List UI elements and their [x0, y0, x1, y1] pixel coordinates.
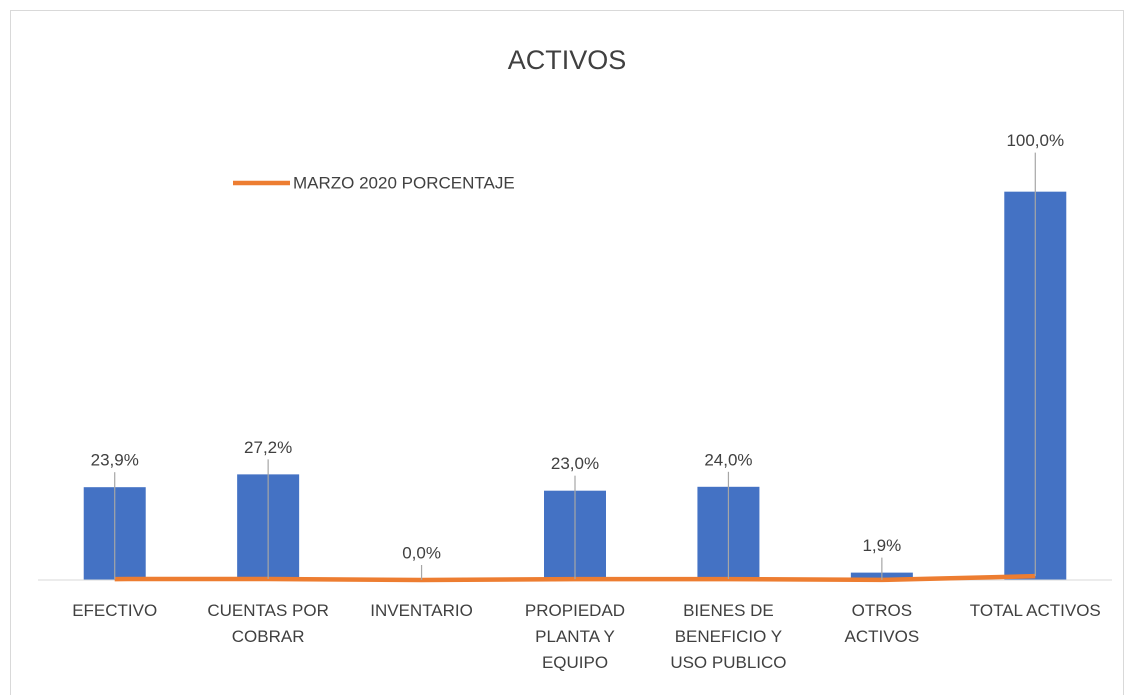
x-tick-label: INVENTARIO	[370, 601, 473, 620]
chart-border	[10, 10, 1124, 695]
data-label: 100,0%	[1006, 131, 1064, 150]
x-tick-label: PROPIEDAD PLANTA Y EQUIPO	[524, 601, 626, 672]
data-label: 1,9%	[862, 536, 901, 555]
legend-label: MARZO 2020 PORCENTAJE	[293, 173, 515, 192]
data-label: 24,0%	[704, 450, 752, 469]
data-label: 23,0%	[551, 454, 599, 473]
chart-title: ACTIVOS	[508, 45, 627, 75]
x-tick-label: CUENTAS POR COBRAR	[207, 601, 329, 646]
x-tick-label: EFECTIVO	[72, 601, 158, 620]
x-tick-label: BIENES DE BENEFICIO Y USO PUBLICO	[670, 601, 787, 672]
data-label: 0,0%	[402, 543, 441, 562]
data-label: 27,2%	[244, 438, 292, 457]
x-tick-label: OTROS ACTIVOS	[844, 601, 920, 646]
data-label: 23,9%	[91, 451, 139, 470]
x-tick-label: TOTAL ACTIVOS	[969, 601, 1101, 620]
